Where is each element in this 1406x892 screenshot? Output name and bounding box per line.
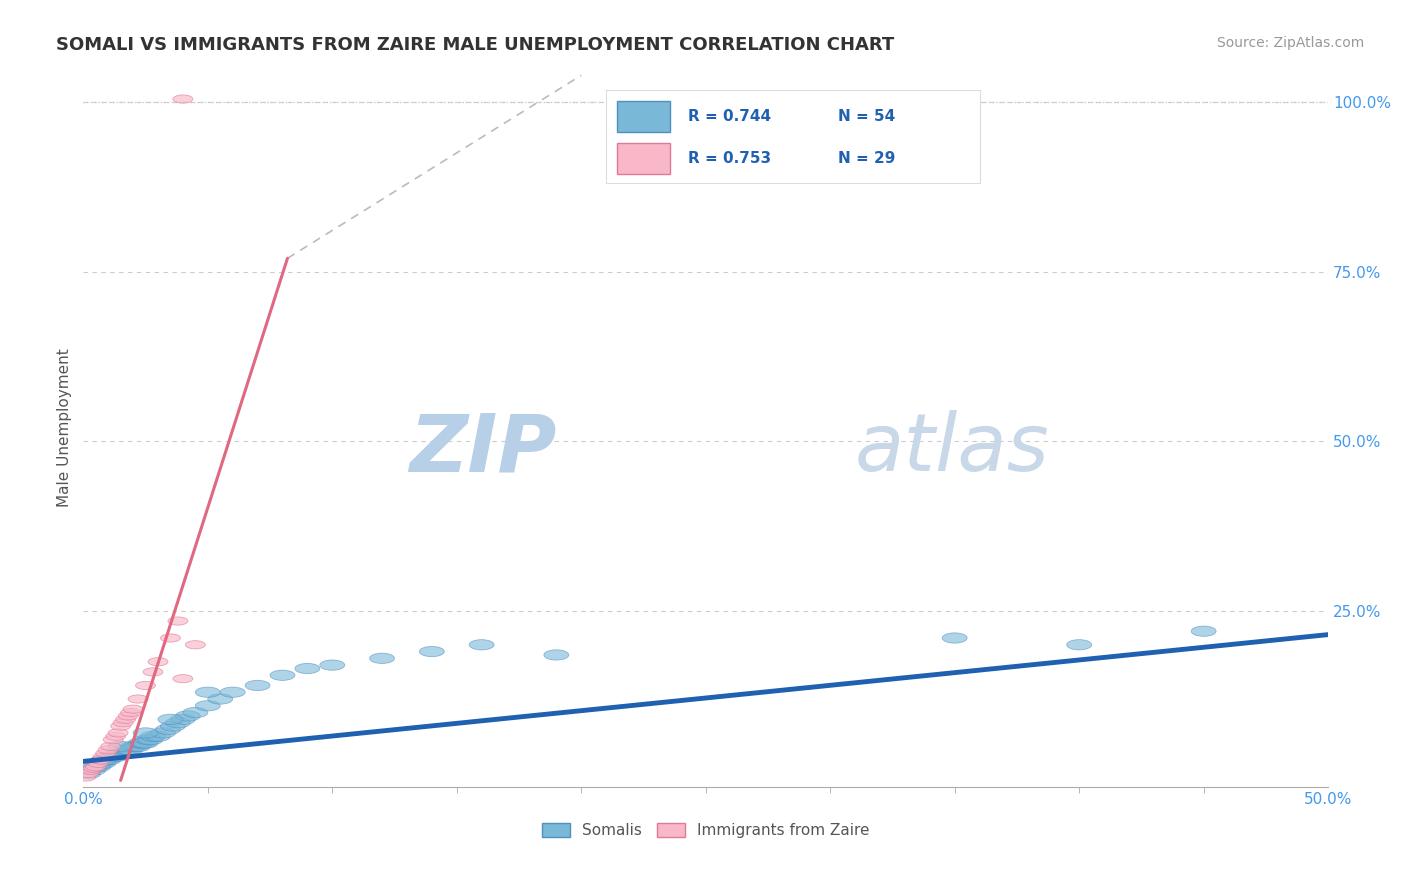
Text: Source: ZipAtlas.com: Source: ZipAtlas.com: [1216, 36, 1364, 50]
Ellipse shape: [270, 670, 295, 681]
Ellipse shape: [146, 731, 170, 741]
Ellipse shape: [79, 762, 103, 772]
Ellipse shape: [112, 719, 134, 727]
Ellipse shape: [942, 632, 967, 643]
Ellipse shape: [470, 640, 494, 650]
Ellipse shape: [105, 732, 125, 740]
Text: ZIP: ZIP: [409, 410, 557, 489]
Ellipse shape: [370, 653, 395, 664]
Ellipse shape: [138, 734, 163, 745]
Ellipse shape: [101, 751, 125, 762]
Ellipse shape: [89, 759, 108, 767]
Ellipse shape: [134, 728, 157, 738]
Ellipse shape: [83, 762, 108, 772]
Ellipse shape: [125, 741, 150, 752]
Ellipse shape: [148, 657, 167, 665]
Ellipse shape: [80, 766, 101, 774]
Ellipse shape: [183, 707, 208, 718]
Ellipse shape: [124, 705, 143, 714]
Ellipse shape: [135, 681, 156, 690]
Ellipse shape: [108, 729, 128, 737]
Ellipse shape: [108, 741, 134, 752]
Ellipse shape: [118, 712, 138, 720]
Ellipse shape: [208, 694, 232, 704]
Ellipse shape: [157, 714, 183, 724]
Ellipse shape: [1191, 626, 1216, 636]
Ellipse shape: [86, 762, 111, 772]
Ellipse shape: [419, 647, 444, 657]
Ellipse shape: [93, 755, 118, 765]
Ellipse shape: [96, 749, 115, 757]
Ellipse shape: [176, 711, 200, 721]
Ellipse shape: [173, 95, 193, 103]
Ellipse shape: [103, 751, 128, 762]
Ellipse shape: [245, 681, 270, 690]
Ellipse shape: [96, 755, 121, 765]
Ellipse shape: [170, 714, 195, 724]
Ellipse shape: [115, 715, 135, 723]
Ellipse shape: [79, 770, 98, 778]
Ellipse shape: [112, 745, 138, 755]
Ellipse shape: [128, 695, 148, 703]
Ellipse shape: [186, 640, 205, 648]
Ellipse shape: [115, 745, 141, 755]
Ellipse shape: [167, 617, 188, 625]
Ellipse shape: [195, 687, 221, 698]
Ellipse shape: [89, 758, 112, 769]
Text: SOMALI VS IMMIGRANTS FROM ZAIRE MALE UNEMPLOYMENT CORRELATION CHART: SOMALI VS IMMIGRANTS FROM ZAIRE MALE UNE…: [56, 36, 894, 54]
Ellipse shape: [141, 731, 166, 741]
Ellipse shape: [195, 700, 221, 711]
Ellipse shape: [121, 708, 141, 716]
Ellipse shape: [108, 748, 134, 758]
Text: atlas: atlas: [855, 410, 1050, 489]
Ellipse shape: [166, 717, 190, 728]
Ellipse shape: [91, 756, 111, 764]
Ellipse shape: [91, 758, 115, 769]
Legend: Somalis, Immigrants from Zaire: Somalis, Immigrants from Zaire: [536, 817, 876, 844]
Ellipse shape: [101, 742, 121, 750]
Ellipse shape: [124, 741, 148, 752]
Ellipse shape: [156, 724, 180, 735]
Ellipse shape: [93, 753, 112, 761]
Ellipse shape: [160, 634, 180, 642]
Ellipse shape: [160, 721, 186, 731]
Ellipse shape: [80, 765, 105, 775]
Ellipse shape: [135, 734, 160, 745]
Ellipse shape: [83, 764, 103, 772]
Ellipse shape: [134, 738, 157, 748]
Ellipse shape: [105, 748, 131, 758]
Ellipse shape: [295, 664, 319, 673]
Ellipse shape: [173, 674, 193, 682]
Ellipse shape: [544, 649, 569, 660]
Ellipse shape: [98, 751, 124, 762]
Ellipse shape: [76, 768, 101, 779]
Ellipse shape: [131, 738, 156, 748]
Ellipse shape: [111, 722, 131, 731]
Ellipse shape: [76, 772, 96, 781]
Ellipse shape: [103, 736, 124, 744]
Ellipse shape: [150, 728, 176, 738]
Ellipse shape: [143, 668, 163, 676]
Ellipse shape: [86, 763, 105, 771]
Ellipse shape: [118, 745, 143, 755]
Ellipse shape: [128, 738, 153, 748]
Ellipse shape: [221, 687, 245, 698]
Ellipse shape: [1067, 640, 1091, 650]
Y-axis label: Male Unemployment: Male Unemployment: [58, 349, 72, 508]
Ellipse shape: [91, 755, 115, 765]
Ellipse shape: [98, 746, 118, 754]
Ellipse shape: [111, 748, 135, 758]
Ellipse shape: [121, 741, 146, 752]
Ellipse shape: [319, 660, 344, 670]
